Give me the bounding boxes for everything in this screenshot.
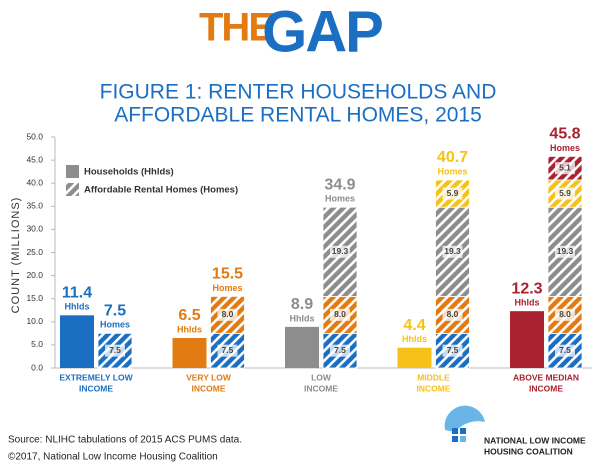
homes-total: 40.7 bbox=[437, 149, 468, 166]
household-tag: Hhlds bbox=[64, 302, 89, 312]
segment-label-bg bbox=[442, 187, 463, 200]
y-tick-label: 25.0 bbox=[26, 247, 43, 257]
segment-label: 19.3 bbox=[557, 246, 574, 256]
y-tick-label: 15.0 bbox=[26, 293, 43, 303]
legend-swatch bbox=[66, 183, 79, 196]
household-bar bbox=[285, 326, 319, 368]
household-bar bbox=[60, 315, 94, 368]
homes-tag: Homes bbox=[437, 166, 467, 176]
segment-label-bg bbox=[555, 162, 575, 175]
org-logo bbox=[444, 405, 485, 442]
y-tick-label: 50.0 bbox=[26, 131, 43, 141]
segment-label-bg bbox=[442, 245, 463, 258]
segment-label: 7.5 bbox=[222, 345, 234, 355]
segment-label: 8.0 bbox=[334, 309, 346, 319]
y-tick-label: 45.0 bbox=[26, 154, 43, 164]
y-tick-label: 30.0 bbox=[26, 224, 43, 234]
legend-label: Affordable Rental Homes (Homes) bbox=[84, 185, 238, 196]
segment-label-bg bbox=[555, 308, 575, 321]
segment-label: 7.5 bbox=[447, 345, 459, 355]
segment-label: 19.3 bbox=[444, 246, 461, 256]
segment-label: 7.5 bbox=[559, 345, 571, 355]
homes-tag: Homes bbox=[212, 283, 242, 293]
x-tick-label: VERY LOW bbox=[186, 372, 232, 382]
segment-label-bg bbox=[555, 344, 575, 357]
y-axis-label: COUNT (MILLIONS) bbox=[10, 197, 22, 314]
household-value: 8.9 bbox=[291, 296, 313, 313]
x-tick-label: INCOME bbox=[529, 383, 563, 393]
homes-total: 34.9 bbox=[324, 176, 355, 193]
segment-label: 8.0 bbox=[447, 309, 459, 319]
segment-label: 7.5 bbox=[109, 345, 121, 355]
segment-label-bg bbox=[442, 344, 463, 357]
homes-tag: Homes bbox=[550, 143, 580, 153]
x-tick-label: INCOME bbox=[192, 383, 226, 393]
household-tag: Hhlds bbox=[402, 334, 427, 344]
x-tick-label: ABOVE MEDIAN bbox=[513, 372, 579, 382]
segment-label-bg bbox=[330, 308, 350, 321]
segment-label: 5.9 bbox=[447, 188, 459, 198]
household-bar bbox=[172, 337, 207, 368]
source: Source: NLIHC tabulations of 2015 ACS PU… bbox=[8, 435, 242, 446]
segment-label: 5.1 bbox=[559, 162, 571, 172]
org-name: NATIONAL LOW INCOME bbox=[484, 435, 586, 445]
household-bar bbox=[510, 311, 544, 368]
household-value: 4.4 bbox=[403, 317, 425, 334]
y-tick-label: 0.0 bbox=[31, 362, 43, 372]
segment-label-bg bbox=[217, 344, 238, 357]
x-tick-label: MIDDLE bbox=[417, 372, 450, 382]
household-tag: Hhlds bbox=[514, 298, 539, 308]
y-tick-label: 20.0 bbox=[26, 270, 43, 280]
homes-total: 15.5 bbox=[212, 266, 243, 283]
household-tag: Hhlds bbox=[177, 324, 202, 334]
x-tick-label: INCOME bbox=[79, 383, 113, 393]
homes-total: 45.8 bbox=[549, 126, 580, 143]
y-tick-label: 35.0 bbox=[26, 201, 43, 211]
y-tick-label: 5.0 bbox=[31, 339, 43, 349]
segment-label-bg bbox=[555, 245, 575, 258]
segment-label-bg bbox=[442, 308, 463, 321]
legend-label: Households (Hhlds) bbox=[84, 167, 174, 178]
org-name: HOUSING COALITION bbox=[484, 446, 573, 456]
segment-label: 8.0 bbox=[559, 309, 571, 319]
y-tick-label: 40.0 bbox=[26, 177, 43, 187]
segment-label: 8.0 bbox=[222, 309, 234, 319]
x-tick-label: INCOME bbox=[304, 383, 338, 393]
household-value: 6.5 bbox=[178, 307, 200, 324]
segment-label-bg bbox=[217, 308, 238, 321]
x-tick-label: EXTREMELY LOW bbox=[59, 372, 133, 382]
segment-label: 19.3 bbox=[332, 246, 349, 256]
logo-gap: GAP bbox=[262, 0, 382, 64]
chart-title: AFFORDABLE RENTAL HOMES, 2015 bbox=[114, 104, 482, 127]
segment-label-bg bbox=[330, 245, 350, 258]
segment-label: 5.9 bbox=[559, 188, 571, 198]
segment-label-bg bbox=[555, 187, 575, 200]
x-tick-label: INCOME bbox=[417, 383, 451, 393]
segment-label: 7.5 bbox=[334, 345, 346, 355]
y-tick-label: 10.0 bbox=[26, 316, 43, 326]
chart-title: FIGURE 1: RENTER HOUSEHOLDS AND bbox=[100, 81, 497, 104]
copyright: ©2017, National Low Income Housing Coali… bbox=[8, 452, 218, 463]
logo-the: THE bbox=[199, 6, 274, 50]
legend-swatch bbox=[66, 165, 79, 178]
homes-tag: Homes bbox=[100, 320, 130, 330]
segment-label-bg bbox=[330, 344, 350, 357]
homes-total: 7.5 bbox=[104, 303, 126, 320]
household-tag: Hhlds bbox=[289, 313, 314, 323]
household-bar bbox=[397, 347, 432, 368]
segment-label-bg bbox=[105, 344, 125, 357]
homes-tag: Homes bbox=[325, 194, 355, 204]
household-value: 12.3 bbox=[511, 280, 542, 297]
household-value: 11.4 bbox=[62, 285, 92, 302]
x-tick-label: LOW bbox=[311, 372, 332, 382]
